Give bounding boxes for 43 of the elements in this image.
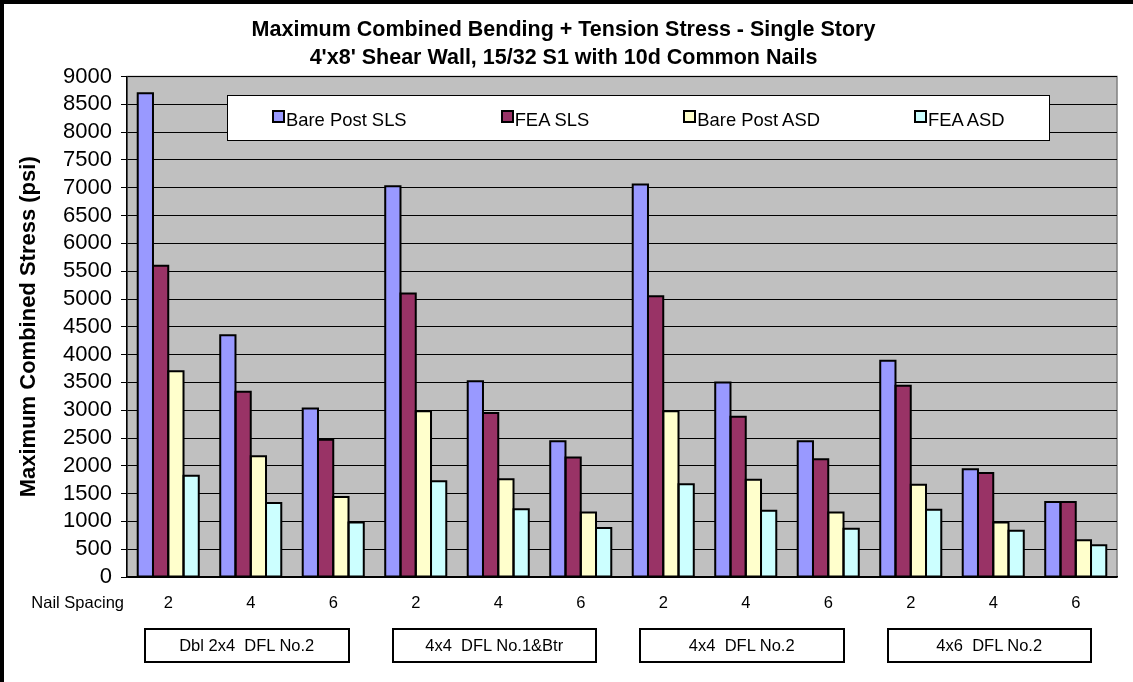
chart-subtitle: 4'x8' Shear Wall, 15/32 S1 with 10d Common Nails (309, 44, 818, 69)
y-tick-label: 5500 (63, 257, 112, 283)
x-tick-label: 6 (576, 593, 586, 612)
x-axis-title: Nail Spacing (31, 592, 124, 611)
y-tick-label: 4000 (63, 340, 112, 366)
x-tick-label: 6 (823, 593, 833, 612)
y-tick-label: 7000 (63, 173, 112, 199)
y-tick-label: 2500 (63, 424, 112, 450)
x-tick-label: 4 (741, 593, 751, 612)
y-axis-title: Maximum Combined Stress (psi) (15, 156, 41, 498)
y-tick-label: 3000 (63, 396, 112, 422)
x-tick-label: 4 (988, 593, 998, 612)
y-tick-label: 1000 (63, 507, 112, 533)
label-box: 4x4 DFL No.1&Btr (391, 628, 597, 663)
x-tick-label: 2 (906, 593, 916, 612)
y-tick-label: 2000 (63, 451, 112, 477)
y-tick-label: 3500 (63, 368, 112, 394)
legend-label: FEA SLS (514, 108, 590, 131)
chart-title: Maximum Combined Bending + Tension Stress - Single Story (251, 16, 876, 41)
y-tick-label: 9000 (63, 62, 112, 88)
x-tick-label: 4 (493, 593, 503, 612)
x-tick-label: 6 (1071, 593, 1081, 612)
label-box: Dbl 2x4 DFL No.2 (144, 628, 350, 663)
legend-label: FEA ASD (927, 108, 1005, 131)
legend-label: Bare Post ASD (697, 108, 820, 131)
y-tick-label: 6000 (63, 229, 112, 255)
y-tick-label: 4500 (63, 312, 112, 338)
y-tick-label: 6500 (63, 201, 112, 227)
y-tick-label: 500 (75, 535, 112, 561)
y-tick-label: 8000 (63, 118, 112, 144)
y-tick-label: 7500 (63, 146, 112, 172)
y-tick-label: 1500 (63, 479, 112, 505)
x-tick-label: 4 (246, 593, 256, 612)
x-tick-label: 2 (163, 593, 173, 612)
y-tick-label: 5000 (63, 285, 112, 311)
label-box: 4x4 DFL No.2 (639, 628, 845, 663)
y-tick-label: 0 (99, 563, 112, 589)
y-tick-label: 8500 (63, 90, 112, 116)
x-tick-label: 6 (328, 593, 338, 612)
x-tick-label: 2 (411, 593, 421, 612)
x-tick-label: 2 (658, 593, 668, 612)
label-box: 4x6 DFL No.2 (886, 628, 1092, 663)
legend-label: Bare Post SLS (286, 108, 407, 131)
